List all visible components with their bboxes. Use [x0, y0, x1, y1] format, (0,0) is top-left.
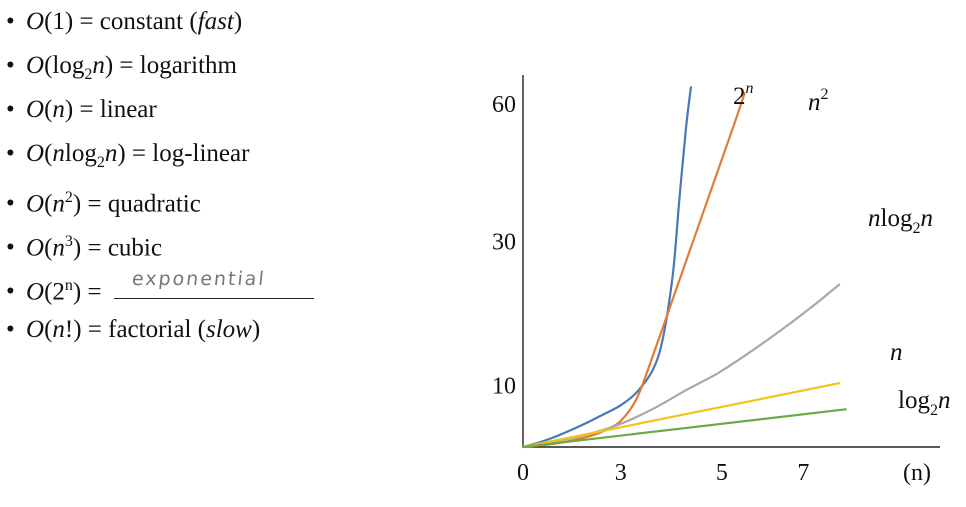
math-text: O(1) = constant ( [26, 8, 198, 35]
complexity-list: • O(1) = constant (fast) • O(log2n) = logar… [6, 3, 314, 355]
math-text: O(n [26, 190, 65, 218]
math-text: ) = quadratic [72, 190, 201, 218]
series-label-part: n [938, 387, 951, 414]
series-label: n2 [808, 86, 829, 116]
math-text: n) = log-linear [104, 140, 250, 167]
math-text: O(nlog [26, 140, 97, 167]
complexity-item: • O(n) = linear [6, 91, 314, 135]
series-label-part: n [920, 205, 933, 232]
bullet: • [6, 278, 15, 306]
bullet: • [6, 52, 15, 79]
math-text: n) = logarithm [92, 52, 237, 79]
series-line-2 [521, 283, 841, 449]
complexity-item: • O(nlog2n) = log-linear [6, 135, 314, 179]
series-label-part: n [808, 89, 821, 116]
complexity-item: • O(n3) = cubic [6, 223, 314, 267]
x-axis-label: (n) [903, 460, 931, 486]
x-tick-label: 7 [797, 460, 809, 486]
y-tick-label: 30 [492, 230, 516, 256]
series-label-part: n [868, 205, 881, 232]
complexity-item: • O(n2) = quadratic [6, 179, 314, 223]
superscript: 2 [64, 189, 73, 206]
complexity-item: • O(2n) = exponential [6, 267, 314, 311]
math-text: O(n) = linear [26, 96, 157, 123]
series-label: 2n [733, 80, 754, 110]
subscript: 2 [84, 66, 93, 83]
y-tick-label: 10 [492, 374, 516, 400]
series-label: log2n [898, 387, 950, 419]
y-tick-label: 60 [492, 92, 516, 118]
fill-blank: exponential [113, 268, 314, 300]
series-label-part: n [890, 339, 903, 366]
x-tick-label: 5 [716, 460, 728, 486]
math-text: O(n!) = factorial ( [26, 316, 206, 343]
x-tick-label: 3 [615, 460, 627, 486]
math-text: O(log [26, 52, 85, 79]
series-label-part: 2 [821, 86, 829, 103]
series-line-3 [521, 382, 841, 449]
bullet: • [6, 234, 15, 262]
series-label-part: 2 [912, 220, 920, 237]
series-label-part: 2 [930, 402, 938, 419]
bullet: • [6, 96, 15, 123]
series-label: nlog2n [868, 205, 933, 237]
math-text: ) [233, 8, 243, 35]
emphasis: fast [197, 8, 234, 35]
subscript: 2 [96, 154, 105, 171]
x-tick-label: 0 [517, 460, 529, 486]
series-label: n [890, 339, 903, 366]
series-line-0 [521, 86, 692, 449]
emphasis: slow [206, 316, 252, 343]
math-text: ) = cubic [72, 234, 162, 262]
complexity-item: • O(1) = constant (fast) [6, 3, 314, 47]
bullet: • [6, 8, 15, 35]
superscript: 3 [64, 233, 73, 250]
math-text: ) [251, 316, 261, 343]
complexity-item: • O(log2n) = logarithm [6, 47, 314, 91]
math-text: O(n [26, 234, 65, 262]
series-label-part: log [898, 387, 930, 414]
bullet: • [6, 140, 15, 167]
series-label-part: log [881, 205, 913, 232]
math-text: ) = [72, 278, 108, 306]
series-label-part: n [746, 80, 754, 97]
math-text: O(2 [26, 278, 65, 306]
series-label-part: 2 [733, 83, 746, 110]
complexity-item: • O(n!) = factorial (slow) [6, 311, 314, 355]
series-line-1 [521, 92, 746, 449]
bullet: • [6, 190, 15, 218]
bullet: • [6, 316, 15, 343]
superscript: n [64, 277, 73, 294]
series-line-4 [521, 408, 847, 449]
